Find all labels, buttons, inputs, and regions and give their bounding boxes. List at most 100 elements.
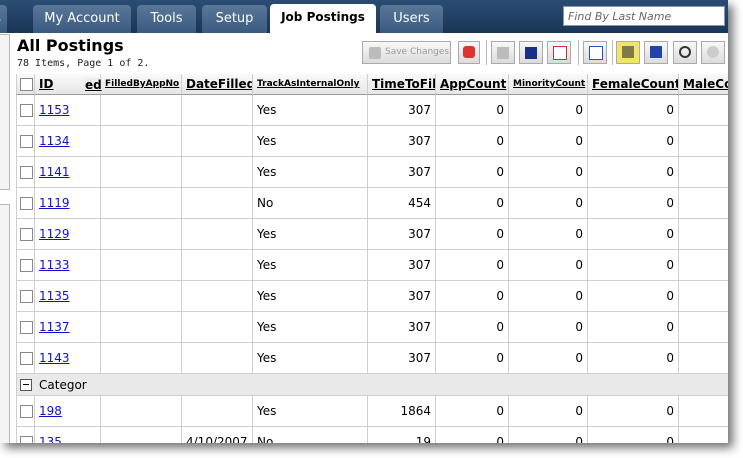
table-cell bbox=[101, 343, 182, 374]
move-up-button[interactable] bbox=[491, 41, 515, 64]
search-button[interactable] bbox=[673, 41, 697, 64]
row-checkbox[interactable] bbox=[20, 405, 33, 418]
id-link[interactable]: 1129 bbox=[39, 227, 70, 241]
table-cell bbox=[101, 95, 182, 126]
column-header[interactable]: ID bbox=[35, 74, 101, 95]
cell-text: 0 bbox=[496, 289, 504, 303]
id-link[interactable]: 1143 bbox=[39, 351, 70, 365]
table-cell: 0 bbox=[509, 126, 588, 157]
table-cell: 0 bbox=[509, 427, 588, 443]
cell-text: Yes bbox=[257, 227, 277, 241]
id-link[interactable]: 1133 bbox=[39, 258, 70, 272]
nav-tab[interactable]: Job Postings bbox=[270, 4, 376, 33]
move-down-button[interactable] bbox=[519, 41, 543, 64]
row-select-cell bbox=[16, 157, 35, 188]
row-select-cell bbox=[16, 95, 35, 126]
row-checkbox[interactable] bbox=[20, 197, 33, 210]
column-header[interactable]: DateFilled bbox=[182, 74, 253, 95]
table-cell: 0 bbox=[588, 312, 679, 343]
id-link[interactable]: 135 bbox=[39, 435, 62, 443]
cell-text: 0 bbox=[666, 103, 674, 117]
nav-tab[interactable]: Tools bbox=[137, 5, 196, 33]
table-cell: 0 bbox=[509, 219, 588, 250]
export-button[interactable] bbox=[547, 41, 571, 64]
id-link[interactable]: 1137 bbox=[39, 320, 70, 334]
icon bbox=[497, 47, 509, 59]
table-cell: Yes bbox=[253, 312, 368, 343]
id-link[interactable]: 1134 bbox=[39, 134, 70, 148]
table-cell: 307 bbox=[368, 126, 436, 157]
id-link[interactable]: 1153 bbox=[39, 103, 70, 117]
table-cell: 1119 bbox=[35, 188, 101, 219]
id-link[interactable]: 1119 bbox=[39, 196, 70, 210]
nav-tab[interactable]: Setup bbox=[202, 5, 267, 33]
columns-button[interactable] bbox=[616, 41, 640, 64]
icon bbox=[589, 46, 603, 60]
search-box[interactable]: Find By Last Name bbox=[563, 6, 725, 26]
group-label: Categor bbox=[39, 378, 87, 392]
table-cell: 0 bbox=[588, 157, 679, 188]
row-checkbox[interactable] bbox=[20, 166, 33, 179]
row-checkbox[interactable] bbox=[20, 259, 33, 272]
collapse-toggle[interactable] bbox=[20, 379, 32, 391]
table-cell bbox=[679, 312, 728, 343]
row-checkbox[interactable] bbox=[20, 352, 33, 365]
table-cell: 307 bbox=[368, 157, 436, 188]
cell-text: 0 bbox=[666, 435, 674, 443]
column-header[interactable]: FemaleCount bbox=[588, 74, 679, 95]
id-link[interactable]: 1135 bbox=[39, 289, 70, 303]
cell-text: 0 bbox=[496, 103, 504, 117]
row-checkbox[interactable] bbox=[20, 228, 33, 241]
save-button[interactable]: Save Changes bbox=[362, 41, 451, 64]
column-header[interactable]: MinorityCount bbox=[509, 74, 588, 95]
column-header[interactable]: TrackAsInternalOnly bbox=[253, 74, 368, 95]
cell-text: No bbox=[257, 435, 274, 443]
row-checkbox[interactable] bbox=[20, 135, 33, 148]
cell-text: 0 bbox=[575, 320, 583, 334]
column-header[interactable]: AppCount bbox=[436, 74, 509, 95]
cell-text: 0 bbox=[575, 196, 583, 210]
cell-text: 454 bbox=[408, 196, 431, 210]
id-link[interactable]: 1141 bbox=[39, 165, 70, 179]
table-cell: 1129 bbox=[35, 219, 101, 250]
table-cell bbox=[679, 427, 728, 443]
delete-button[interactable] bbox=[458, 41, 480, 64]
cell-text: 19 bbox=[415, 435, 431, 443]
column-header[interactable]: TimeToFill bbox=[368, 74, 436, 95]
refresh-button[interactable] bbox=[583, 41, 607, 64]
cell-text: 0 bbox=[575, 404, 583, 418]
sort-button[interactable] bbox=[644, 41, 668, 64]
row-select-cell bbox=[16, 396, 35, 427]
column-header[interactable]: MaleCo bbox=[679, 74, 728, 95]
table-cell: 19 bbox=[368, 427, 436, 443]
table-cell bbox=[182, 312, 253, 343]
table-cell: Yes bbox=[253, 281, 368, 312]
nav-tab[interactable]: ns bbox=[0, 5, 7, 33]
id-link[interactable]: 198 bbox=[39, 404, 62, 418]
table-cell bbox=[182, 281, 253, 312]
row-checkbox[interactable] bbox=[20, 104, 33, 117]
row-select-cell bbox=[16, 343, 35, 374]
cell-text: 0 bbox=[666, 289, 674, 303]
row-checkbox[interactable] bbox=[20, 321, 33, 334]
select-all-checkbox[interactable] bbox=[20, 78, 33, 91]
filter-button[interactable] bbox=[701, 41, 725, 64]
icon bbox=[553, 46, 567, 60]
table-cell: 0 bbox=[588, 396, 679, 427]
row-checkbox[interactable] bbox=[20, 290, 33, 303]
table-cell: 0 bbox=[436, 219, 509, 250]
table-cell bbox=[101, 250, 182, 281]
cell-text: 0 bbox=[666, 165, 674, 179]
cell-text: 307 bbox=[408, 258, 431, 272]
cell-text: 0 bbox=[666, 227, 674, 241]
nav-tab[interactable]: Users bbox=[380, 5, 443, 33]
table-cell: 307 bbox=[368, 312, 436, 343]
nav-tab[interactable]: My Account bbox=[33, 5, 131, 33]
table-cell: 0 bbox=[509, 250, 588, 281]
row-checkbox[interactable] bbox=[20, 436, 33, 443]
table-cell: 0 bbox=[436, 343, 509, 374]
cell-text: Yes bbox=[257, 404, 277, 418]
cell-text: 307 bbox=[408, 227, 431, 241]
table-cell bbox=[679, 281, 728, 312]
column-header[interactable]: FilledByAppNo bbox=[101, 74, 182, 95]
